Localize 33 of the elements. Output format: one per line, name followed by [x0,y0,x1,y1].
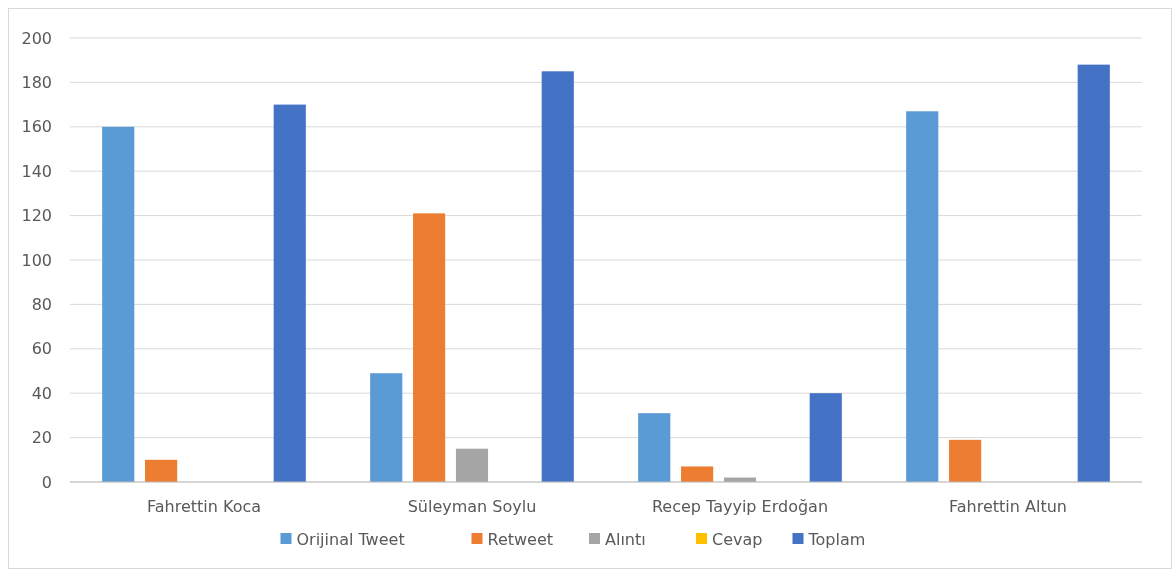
x-tick-label: Süleyman Soylu [407,497,537,516]
bar [273,104,306,482]
x-tick-label: Recep Tayyip Erdoğan [651,497,829,516]
y-tick-label: 0 [41,472,52,492]
bar [949,439,982,482]
legend-label: Alıntı [605,529,646,549]
bar [370,373,403,482]
bar [681,466,714,482]
y-tick-label: 120 [21,206,52,226]
bar [455,448,489,482]
y-tick-label: 100 [21,250,52,270]
bar [145,459,178,482]
bar [638,413,671,482]
x-tick-label: Fahrettin Koca [146,497,262,516]
y-tick-label: 40 [31,383,52,403]
bar [1077,64,1110,482]
y-tick-label: 140 [21,161,52,181]
y-tick-label: 20 [31,428,52,448]
y-tick-label: 60 [31,339,52,359]
bar [102,126,135,482]
legend-label: Cevap [712,529,763,549]
bar [413,213,446,482]
bar [906,111,939,482]
y-tick-label: 80 [31,295,52,314]
legend-label: Retweet [487,529,554,549]
x-tick-label: Fahrettin Altun [949,497,1067,516]
legend-label: Orijinal Tweet [296,529,405,549]
y-tick-label: 180 [21,73,52,92]
y-tick-label: 200 [21,28,52,48]
bar [541,71,574,482]
bar [809,393,842,482]
legend-label: Toplam [807,529,866,549]
y-tick-label: 160 [21,117,52,137]
